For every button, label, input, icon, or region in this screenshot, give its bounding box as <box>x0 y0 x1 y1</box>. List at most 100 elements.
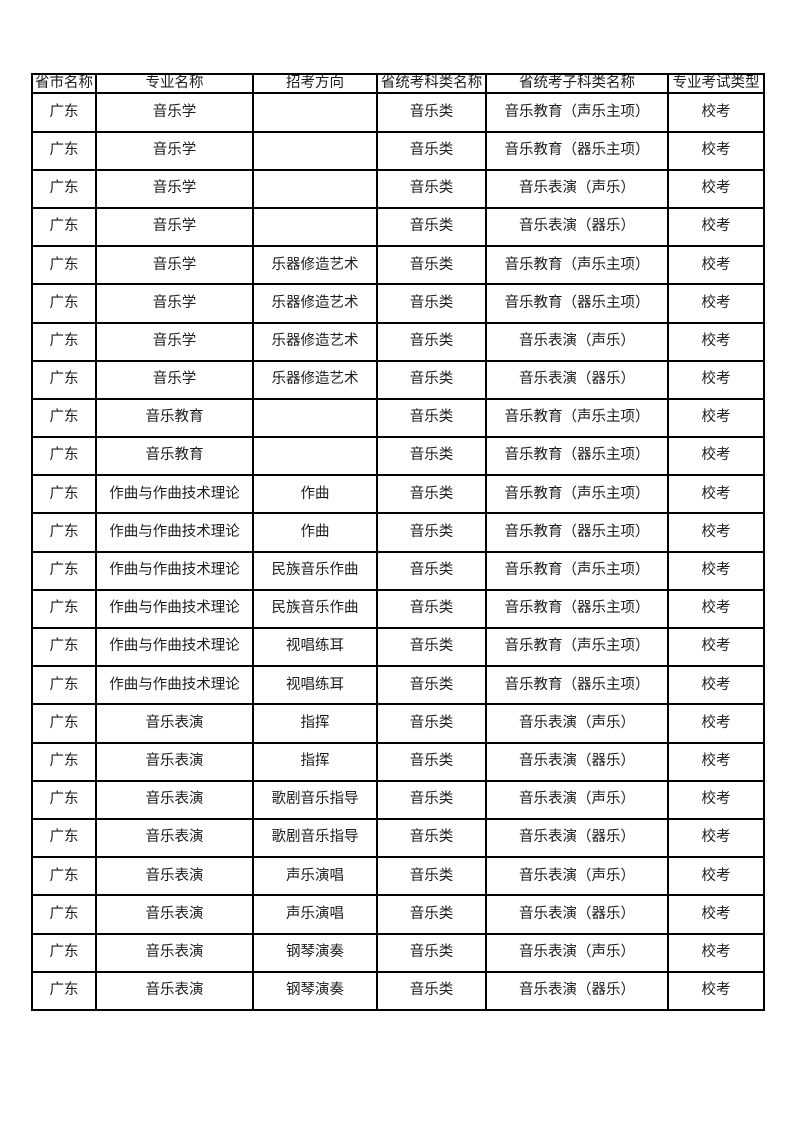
table-cell: 乐器修造艺术 <box>252 359 378 400</box>
table-cell: 音乐类 <box>376 397 487 439</box>
table-cell: 音乐教育（器乐主项） <box>485 436 669 477</box>
table-cell: 校考 <box>667 894 765 935</box>
table-cell: 校考 <box>667 321 765 362</box>
table-cell: 音乐表演 <box>95 856 254 897</box>
table-cell <box>252 130 378 171</box>
table-cell: 音乐类 <box>376 474 487 515</box>
table-cell: 乐器修造艺术 <box>252 321 378 362</box>
table-cell: 音乐类 <box>376 512 487 553</box>
table-cell: 音乐表演（器乐） <box>485 894 669 935</box>
table-cell: 音乐学 <box>95 92 254 133</box>
table-cell: 广东 <box>31 397 97 439</box>
table-cell: 校考 <box>667 92 765 133</box>
table-cell: 音乐类 <box>376 703 487 744</box>
table-cell: 校考 <box>667 550 765 591</box>
table-header-row: 省市名称 专业名称 招考方向 省统考科类名称 省统考子科类名称 专业考试类型 <box>31 72 765 95</box>
table-cell: 视唱练耳 <box>252 627 378 668</box>
table-cell: 音乐表演（声乐） <box>485 321 669 362</box>
table-cell: 校考 <box>667 856 765 897</box>
column-header: 省统考科类名称 <box>376 72 487 95</box>
table-cell: 音乐表演（声乐） <box>485 168 669 209</box>
table-cell: 音乐类 <box>376 321 487 362</box>
table-cell: 音乐表演 <box>95 894 254 935</box>
table-cell: 广东 <box>31 436 97 477</box>
table-cell: 校考 <box>667 436 765 477</box>
table-cell: 音乐类 <box>376 92 487 133</box>
table-cell: 音乐教育（声乐主项） <box>485 550 669 591</box>
table-cell: 广东 <box>31 206 97 248</box>
table-cell: 校考 <box>667 779 765 820</box>
table-cell: 作曲 <box>252 474 378 515</box>
table-cell: 音乐教育（器乐主项） <box>485 588 669 630</box>
table-cell: 音乐学 <box>95 321 254 362</box>
table-cell: 民族音乐作曲 <box>252 550 378 591</box>
table-row: 广东 音乐学 乐器修造艺术 音乐类 音乐表演（器乐） 校考 <box>31 359 765 400</box>
table-cell: 音乐表演（器乐） <box>485 206 669 248</box>
table-row: 广东 音乐教育 音乐类 音乐教育（器乐主项） 校考 <box>31 436 765 477</box>
table-row: 广东 音乐学 音乐类 音乐表演（声乐） 校考 <box>31 168 765 209</box>
table-row: 广东 音乐表演 指挥 音乐类 音乐表演（声乐） 校考 <box>31 703 765 744</box>
table-cell: 作曲与作曲技术理论 <box>95 627 254 668</box>
table-cell <box>252 397 378 439</box>
table-row: 广东 音乐表演 钢琴演奏 音乐类 音乐表演（器乐） 校考 <box>31 970 765 1012</box>
table-cell: 广东 <box>31 168 97 209</box>
table-cell: 校考 <box>667 168 765 209</box>
table-cell: 音乐类 <box>376 168 487 209</box>
table-row: 广东 音乐表演 声乐演唱 音乐类 音乐表演（器乐） 校考 <box>31 894 765 935</box>
table-cell: 音乐学 <box>95 245 254 286</box>
table-cell: 音乐教育（声乐主项） <box>485 245 669 286</box>
table-cell: 广东 <box>31 817 97 859</box>
table-cell: 音乐表演（声乐） <box>485 932 669 973</box>
table-cell: 广东 <box>31 932 97 973</box>
table-cell: 音乐表演（器乐） <box>485 359 669 400</box>
table-cell: 音乐表演（器乐） <box>485 817 669 859</box>
table-cell: 音乐类 <box>376 588 487 630</box>
table-cell: 广东 <box>31 92 97 133</box>
table-cell: 音乐类 <box>376 359 487 400</box>
table-cell: 广东 <box>31 512 97 553</box>
table-row: 广东 音乐表演 钢琴演奏 音乐类 音乐表演（声乐） 校考 <box>31 932 765 973</box>
table-cell: 视唱练耳 <box>252 665 378 706</box>
table-cell: 作曲与作曲技术理论 <box>95 588 254 630</box>
table-cell: 音乐学 <box>95 359 254 400</box>
table-cell: 音乐教育（器乐主项） <box>485 283 669 324</box>
table-cell: 音乐表演（器乐） <box>485 741 669 782</box>
table-row: 广东 作曲与作曲技术理论 视唱练耳 音乐类 音乐教育（声乐主项） 校考 <box>31 627 765 668</box>
table-cell: 音乐表演（器乐） <box>485 970 669 1012</box>
table-row: 广东 作曲与作曲技术理论 视唱练耳 音乐类 音乐教育（器乐主项） 校考 <box>31 665 765 706</box>
table-cell <box>252 168 378 209</box>
table-cell: 校考 <box>667 245 765 286</box>
table-row: 广东 音乐表演 歌剧音乐指导 音乐类 音乐表演（声乐） 校考 <box>31 779 765 820</box>
table-row: 广东 音乐学 乐器修造艺术 音乐类 音乐教育（声乐主项） 校考 <box>31 245 765 286</box>
table-cell <box>252 92 378 133</box>
table-cell: 乐器修造艺术 <box>252 245 378 286</box>
table-cell: 音乐表演 <box>95 703 254 744</box>
table-cell: 指挥 <box>252 741 378 782</box>
table-cell: 广东 <box>31 703 97 744</box>
table-cell: 校考 <box>667 703 765 744</box>
table-cell: 音乐类 <box>376 894 487 935</box>
table-cell <box>252 436 378 477</box>
table-cell: 广东 <box>31 627 97 668</box>
table-cell: 音乐类 <box>376 856 487 897</box>
table-cell: 音乐表演（声乐） <box>485 703 669 744</box>
table-cell: 校考 <box>667 665 765 706</box>
table-cell: 作曲与作曲技术理论 <box>95 474 254 515</box>
table-cell: 作曲与作曲技术理论 <box>95 512 254 553</box>
table-cell: 音乐教育（器乐主项） <box>485 130 669 171</box>
table-cell: 广东 <box>31 588 97 630</box>
table-cell: 作曲与作曲技术理论 <box>95 550 254 591</box>
table-cell: 音乐表演 <box>95 970 254 1012</box>
table-cell: 音乐类 <box>376 245 487 286</box>
table-row: 广东 音乐表演 声乐演唱 音乐类 音乐表演（声乐） 校考 <box>31 856 765 897</box>
table-cell: 广东 <box>31 130 97 171</box>
column-header: 省统考子科类名称 <box>485 72 669 95</box>
table-cell: 指挥 <box>252 703 378 744</box>
table-cell: 广东 <box>31 474 97 515</box>
table-cell: 校考 <box>667 130 765 171</box>
table-row: 广东 作曲与作曲技术理论 作曲 音乐类 音乐教育（声乐主项） 校考 <box>31 474 765 515</box>
table-cell: 校考 <box>667 206 765 248</box>
table-cell: 校考 <box>667 474 765 515</box>
table-row: 广东 音乐表演 指挥 音乐类 音乐表演（器乐） 校考 <box>31 741 765 782</box>
